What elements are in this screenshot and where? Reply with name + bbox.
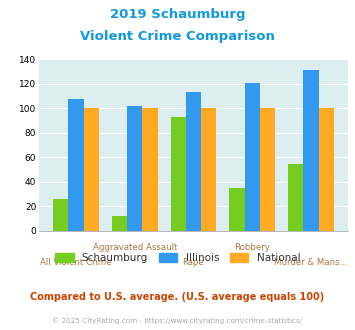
Bar — [303, 70, 318, 231]
Bar — [69, 99, 84, 231]
Text: Robbery: Robbery — [234, 243, 270, 252]
Bar — [84, 109, 99, 231]
Text: 2019 Schaumburg: 2019 Schaumburg — [110, 8, 245, 21]
Bar — [53, 199, 69, 231]
Bar — [318, 109, 334, 231]
Text: Violent Crime Comparison: Violent Crime Comparison — [80, 30, 275, 43]
Text: © 2025 CityRating.com - https://www.cityrating.com/crime-statistics/: © 2025 CityRating.com - https://www.city… — [53, 317, 302, 324]
Bar — [288, 164, 303, 231]
Text: All Violent Crime: All Violent Crime — [40, 258, 112, 267]
Text: Rape: Rape — [182, 258, 204, 267]
Legend: Schaumburg, Illinois, National: Schaumburg, Illinois, National — [51, 248, 304, 267]
Bar — [127, 106, 142, 231]
Bar — [201, 109, 217, 231]
Bar — [142, 109, 158, 231]
Bar — [170, 117, 186, 231]
Text: Compared to U.S. average. (U.S. average equals 100): Compared to U.S. average. (U.S. average … — [31, 292, 324, 302]
Text: Murder & Mans...: Murder & Mans... — [274, 258, 348, 267]
Bar — [229, 188, 245, 231]
Bar — [186, 92, 201, 231]
Bar — [245, 83, 260, 231]
Bar — [112, 216, 127, 231]
Bar — [260, 109, 275, 231]
Text: Aggravated Assault: Aggravated Assault — [93, 243, 177, 252]
